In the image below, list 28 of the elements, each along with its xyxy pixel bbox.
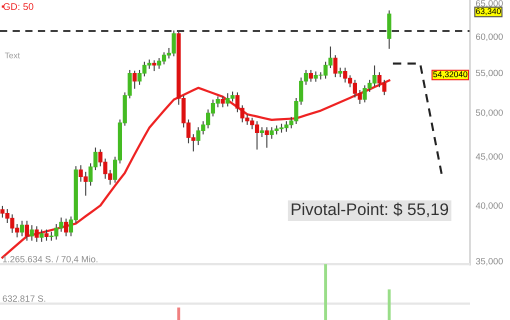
y-tick-label: 45,000	[476, 153, 503, 161]
candlestick	[34, 226, 39, 242]
annotation: Pivotal-Point: $ 55,19	[292, 202, 448, 218]
y-tick-label: 50,000	[476, 109, 503, 117]
ref-line-label: 1.265.634 S. / 70,4 Mio.	[3, 256, 98, 264]
candlestick	[44, 230, 49, 241]
candlestick	[30, 225, 34, 241]
candlestick	[333, 55, 338, 78]
candlestick	[152, 60, 156, 72]
y-tick-label: 55,000	[476, 70, 503, 78]
candlestick	[220, 96, 225, 108]
y-tick-label: 40,000	[476, 202, 503, 210]
legend-label: GD: 50	[3, 3, 34, 10]
annotation: Text	[4, 52, 20, 58]
candlestick	[264, 127, 269, 148]
candlestick	[308, 70, 313, 82]
candlestick	[132, 70, 137, 89]
ref-line-label: 632.817 S.	[2, 295, 46, 302]
candlestick	[20, 220, 24, 236]
text: 54,32040	[433, 71, 468, 78]
y-tick-label: 65,000	[476, 0, 503, 8]
candlestick	[24, 220, 29, 241]
y-tick-label: 60,000	[476, 34, 503, 41]
candlestick	[338, 68, 342, 78]
candlestick	[40, 230, 44, 242]
candlestick	[64, 218, 68, 236]
y-tick-label: 35,000	[476, 258, 503, 266]
text: 63,340	[476, 8, 501, 16]
